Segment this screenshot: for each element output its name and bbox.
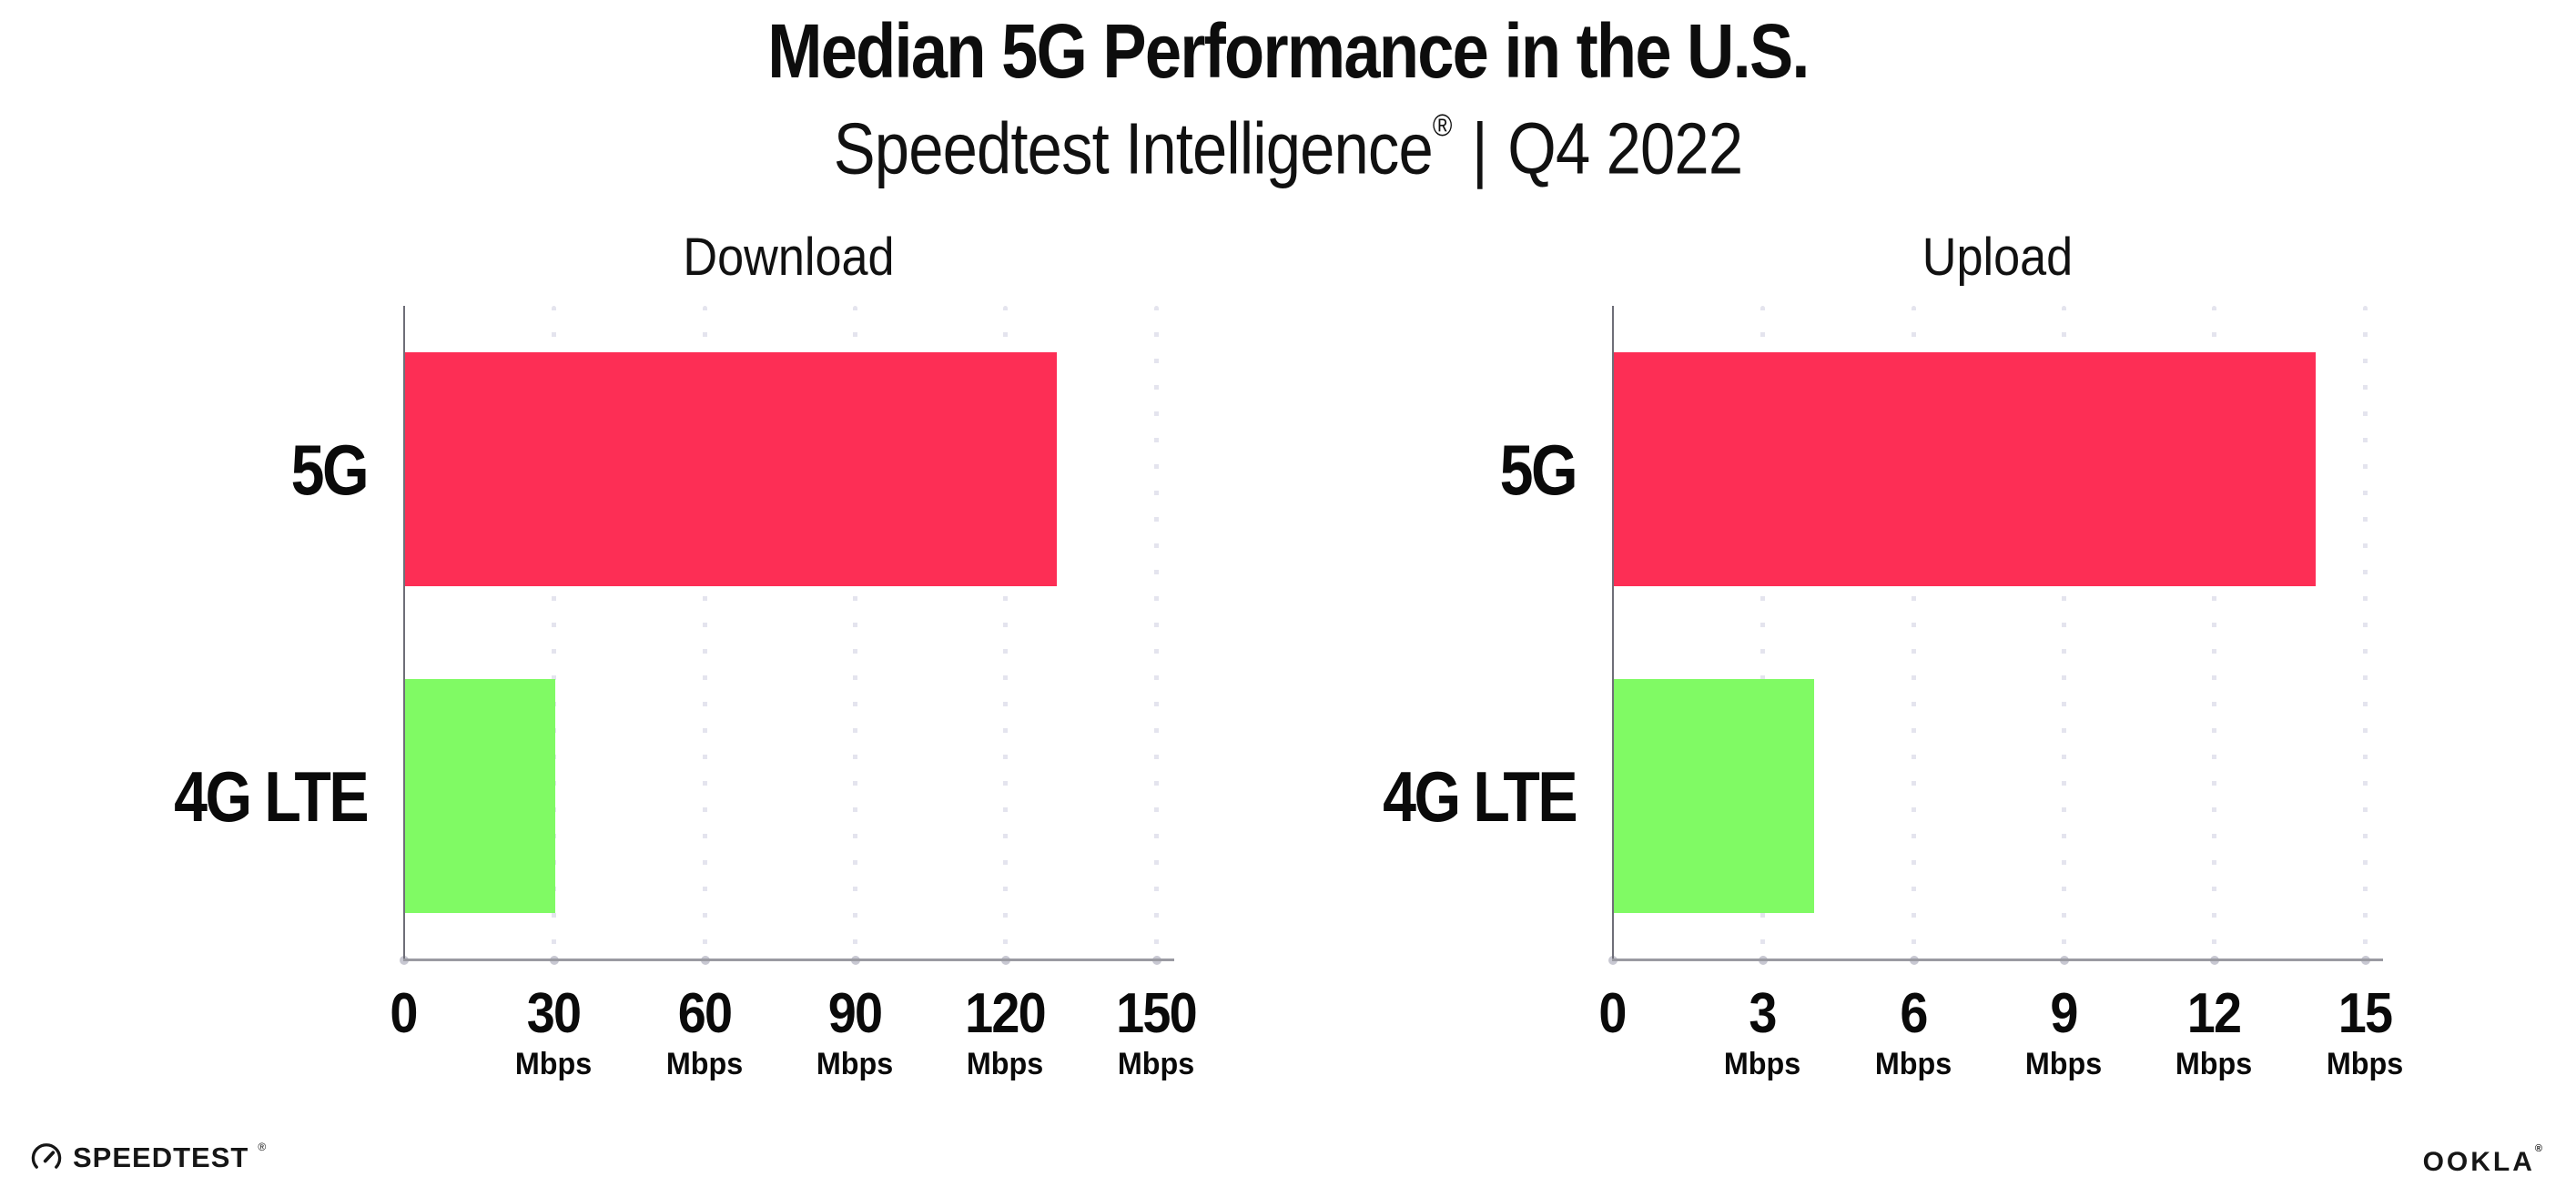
subtitle-separator: | [1471,107,1488,189]
x-tick-unit: Mbps [816,1047,894,1081]
x-tick-unit: Mbps [1874,1047,1952,1081]
category-label-upload-5g: 5G [1499,429,1578,510]
x-tick-value: 3 [1749,982,1778,1045]
x-tick-value: 0 [390,982,418,1045]
x-tick-value: 150 [1115,982,1198,1045]
chart-title-download: Download [683,228,895,287]
x-tick-unit: Mbps [2024,1047,2103,1081]
x-tick-value: 60 [677,982,732,1045]
x-tick-upload-15: 15 Mbps [2283,982,2447,1082]
page-subtitle: Speedtest Intelligence® | Q4 2022 [180,95,2396,193]
x-tick-unit: Mbps [2326,1047,2403,1081]
x-tick-value: 120 [965,982,1047,1045]
x-tick-value: 90 [827,982,883,1045]
category-label-download-5g: 5G [290,429,370,510]
speedtest-registered-symbol: ® [258,1141,267,1153]
x-tick-upload-12: 12 Mbps [2132,982,2296,1082]
speedtest-wordmark: SPEEDTEST [73,1141,249,1173]
x-axis-download [403,959,1174,961]
x-tick-upload-9: 9 Mbps [1982,982,2145,1082]
gridline-upload-3 [1760,306,1766,959]
x-tick-value: 0 [1598,982,1627,1045]
gridline-download-60 [702,306,707,959]
x-tick-unit: Mbps [967,1047,1044,1081]
bar-upload-4g-lte [1614,679,1815,913]
plot-upload [1608,306,2383,965]
bar-upload-5g [1614,352,2317,586]
x-tick-unit: Mbps [2175,1047,2253,1081]
ookla-registered-symbol: ® [2534,1143,2545,1154]
gridline-upload-15 [2362,306,2368,959]
gridline-upload-9 [2061,306,2066,959]
bar-download-5g [405,352,1058,586]
x-tick-unit: Mbps [515,1047,593,1081]
y-axis-upload [1612,306,1614,959]
x-tick-upload-0: 0 [1530,985,1694,1043]
subtitle-brand: Speedtest Intelligence [833,107,1434,189]
x-tick-unit: Mbps [665,1047,743,1081]
bar-download-4g-lte [405,679,556,913]
gridline-download-150 [1153,306,1159,959]
x-tick-upload-3: 3 Mbps [1680,982,1844,1082]
x-tick-value: 30 [527,982,582,1045]
y-axis-download [403,306,405,959]
x-tick-download-90: 90 Mbps [773,982,937,1082]
x-axis-upload [1612,959,2383,961]
plot-download [400,306,1174,965]
gridline-download-120 [1003,306,1009,959]
x-tick-download-0: 0 [321,985,485,1043]
x-tick-value: 12 [2186,982,2242,1045]
x-tick-value: 6 [1899,982,1928,1045]
x-tick-value: 15 [2338,982,2392,1045]
x-tick-upload-6: 6 Mbps [1831,982,1995,1082]
speedometer-gauge-icon [31,1143,62,1169]
x-tick-download-60: 60 Mbps [623,982,786,1082]
ookla-wordmark: OOKLA [2422,1147,2535,1177]
x-tick-download-30: 30 Mbps [472,982,635,1082]
x-tick-value: 9 [2050,982,2078,1045]
gridline-upload-12 [2212,306,2217,959]
x-tick-download-150: 150 Mbps [1074,982,1238,1082]
gridline-upload-6 [1911,306,1916,959]
x-tick-unit: Mbps [1724,1047,1801,1081]
gridline-download-30 [552,306,557,959]
category-label-download-4g-lte: 4G LTE [174,756,369,837]
registered-trademark-symbol: ® [1432,108,1453,143]
category-label-upload-4g-lte: 4G LTE [1383,756,1577,837]
x-tick-unit: Mbps [1117,1047,1194,1081]
speedtest-logo: SPEEDTEST ® [29,1136,266,1180]
x-tick-download-120: 120 Mbps [923,982,1087,1082]
gridline-download-90 [852,306,857,959]
ookla-logo: OOKLA® [2422,1140,2545,1177]
chart-title-upload: Upload [1922,228,2074,287]
page-title: Median 5G Performance in the U.S. [767,8,1810,94]
subtitle-period: Q4 2022 [1507,107,1743,189]
